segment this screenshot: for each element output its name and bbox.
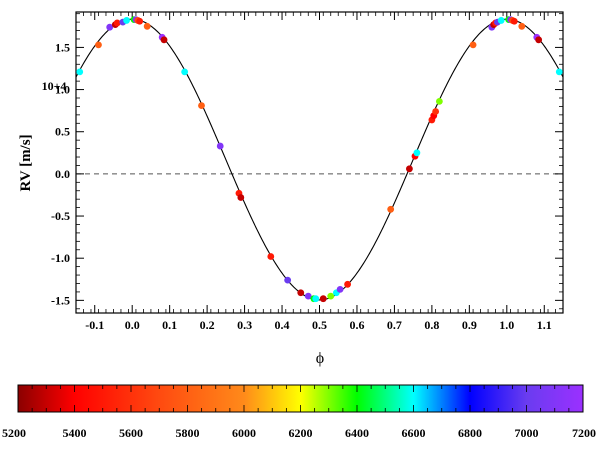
data-point bbox=[327, 292, 335, 300]
data-point bbox=[312, 295, 320, 303]
data-point bbox=[284, 276, 292, 284]
x-tick-label: 0.2 bbox=[200, 318, 215, 332]
colorbar-tick-label: 6600 bbox=[402, 426, 426, 440]
y-tick-label: -1.0 bbox=[51, 251, 70, 265]
data-point bbox=[344, 280, 351, 288]
colorbar-ticks: 5200 5400 5600 5800 6000 6200 6400 6600 6800 7000… bbox=[2, 385, 596, 440]
data-point bbox=[106, 23, 114, 31]
colorbar-tick-label: 6800 bbox=[458, 426, 482, 440]
y-scale-factor: 10+4 bbox=[42, 79, 67, 93]
x-axis: -0.1 0.0 0.1 0.2 0.3 0.4 0.5 0.6 0.7 0.8 0.9 1.0 1.1 bbox=[75, 12, 564, 332]
data-point bbox=[143, 22, 151, 30]
data-point bbox=[535, 36, 543, 44]
data-point bbox=[469, 41, 477, 49]
data-point bbox=[336, 285, 344, 293]
data-point bbox=[387, 205, 395, 213]
colorbar-tick-label: 5800 bbox=[176, 426, 200, 440]
y-tick-label: -0.5 bbox=[51, 209, 70, 223]
x-tick-label: 1.0 bbox=[499, 318, 514, 332]
x-tick-label: 0.5 bbox=[312, 318, 327, 332]
data-point bbox=[237, 194, 245, 201]
data-point bbox=[319, 295, 327, 303]
colorbar-tick-label: 7000 bbox=[515, 426, 539, 440]
colorbar: 5200 5400 5600 5800 6000 6200 6400 6600 6800 7000… bbox=[2, 384, 596, 440]
data-point bbox=[198, 102, 205, 109]
data-point bbox=[510, 17, 518, 25]
data-point bbox=[267, 253, 275, 260]
colorbar-tick-label: 6200 bbox=[289, 426, 313, 440]
colorbar-tick-label: 6000 bbox=[232, 426, 256, 440]
data-point bbox=[95, 41, 102, 49]
x-axis-label: ϕ bbox=[316, 350, 324, 367]
data-point bbox=[136, 17, 144, 25]
data-point bbox=[518, 22, 526, 30]
data-point bbox=[216, 142, 224, 150]
x-tick-label: -0.1 bbox=[85, 318, 104, 332]
y-tick-label: 0.5 bbox=[55, 125, 70, 139]
x-tick-label: 0.8 bbox=[424, 318, 439, 332]
data-point bbox=[160, 36, 168, 44]
y-axis-label: RV [m/s] bbox=[18, 134, 34, 191]
data-point bbox=[113, 19, 121, 27]
x-tick-label: 0.7 bbox=[387, 318, 402, 332]
x-tick-label: 0.9 bbox=[462, 318, 477, 332]
data-point bbox=[123, 17, 130, 24]
data-point bbox=[304, 292, 312, 300]
data-point bbox=[435, 97, 443, 105]
colorbar-tick-label: 6400 bbox=[345, 426, 369, 440]
x-tick-label: 1.1 bbox=[537, 318, 552, 332]
x-tick-label: 0.6 bbox=[349, 318, 364, 332]
data-point bbox=[497, 17, 505, 24]
data-point bbox=[76, 68, 84, 76]
y-tick-label: 0.0 bbox=[55, 167, 70, 181]
x-tick-label: 0.1 bbox=[162, 318, 177, 332]
colorbar-tick-label: 5400 bbox=[63, 426, 87, 440]
y-tick-label: 1.5 bbox=[55, 40, 70, 54]
data-point bbox=[555, 68, 563, 76]
colorbar-tick-label: 5200 bbox=[2, 426, 26, 440]
y-tick-label: -1.5 bbox=[51, 293, 70, 307]
x-tick-label: 0.0 bbox=[125, 318, 140, 332]
plot-frame bbox=[75, 11, 564, 314]
data-point bbox=[413, 149, 421, 157]
data-point bbox=[297, 289, 305, 297]
data-point bbox=[432, 108, 440, 115]
colorbar-tick-label: 7200 bbox=[572, 426, 596, 440]
colorbar-tick-label: 5600 bbox=[119, 426, 143, 440]
data-point bbox=[406, 165, 413, 173]
y-tick-label: 1.0 bbox=[55, 83, 70, 97]
plot-area: -0.1 0.0 0.1 0.2 0.3 0.4 0.5 0.6 0.7 0.8 0.9 1.0 1.1… bbox=[51, 11, 564, 332]
data-point bbox=[181, 68, 189, 76]
x-tick-label: 0.3 bbox=[237, 318, 252, 332]
model-curve bbox=[75, 18, 564, 301]
data-points bbox=[76, 16, 563, 303]
x-tick-label: 0.4 bbox=[275, 318, 290, 332]
